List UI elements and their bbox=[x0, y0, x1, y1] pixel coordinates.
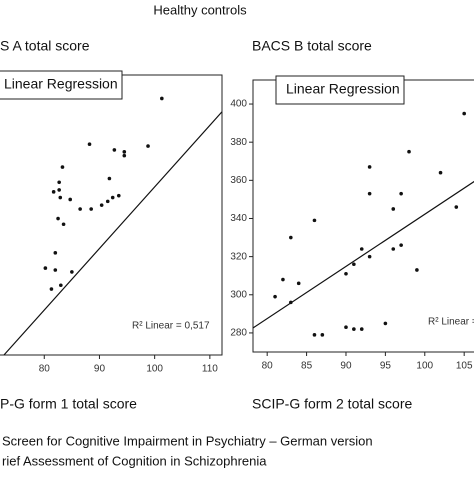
data-point bbox=[58, 195, 63, 200]
legend-box bbox=[275, 75, 405, 105]
data-point bbox=[105, 199, 110, 204]
y-tick-label: 380 bbox=[230, 137, 247, 148]
x-tick-label: 100 bbox=[146, 364, 163, 375]
x-tick-label: 110 bbox=[202, 364, 218, 375]
x-tick-label: 90 bbox=[94, 364, 106, 375]
legend-label: Linear Regression bbox=[286, 81, 400, 97]
data-point bbox=[399, 191, 403, 196]
data-point bbox=[407, 149, 411, 154]
plot-area bbox=[252, 79, 474, 353]
x-axis-label: SCIP-G form 2 total score bbox=[252, 396, 412, 412]
data-point bbox=[383, 321, 388, 326]
figure-title: Healthy controls bbox=[153, 2, 247, 17]
data-point bbox=[49, 287, 54, 291]
data-point bbox=[391, 247, 396, 251]
data-point bbox=[320, 333, 325, 337]
data-point bbox=[61, 222, 66, 227]
data-point bbox=[51, 190, 56, 194]
data-point bbox=[454, 205, 459, 209]
y-tick-label: 320 bbox=[230, 251, 247, 262]
data-point bbox=[312, 218, 317, 223]
x-tick-label: 80 bbox=[39, 364, 51, 375]
x-tick-label: 90 bbox=[340, 361, 352, 372]
data-point bbox=[57, 180, 61, 185]
data-point bbox=[344, 325, 348, 330]
data-point bbox=[312, 333, 317, 337]
data-point bbox=[122, 153, 127, 158]
data-point bbox=[116, 193, 121, 198]
data-point bbox=[352, 327, 356, 331]
data-point bbox=[53, 251, 58, 255]
data-point bbox=[415, 268, 419, 272]
data-point bbox=[438, 170, 443, 175]
data-point bbox=[281, 277, 285, 282]
data-point bbox=[367, 191, 372, 196]
data-point bbox=[289, 235, 293, 240]
data-point bbox=[89, 207, 93, 211]
legend-box bbox=[0, 70, 123, 100]
data-point bbox=[359, 327, 364, 331]
regression-line bbox=[3, 111, 223, 356]
data-point bbox=[60, 165, 65, 169]
x-tick-label: 100 bbox=[416, 361, 433, 372]
data-point bbox=[462, 111, 466, 116]
y-tick-label: 340 bbox=[230, 213, 247, 224]
y-tick-label: 400 bbox=[230, 99, 247, 110]
data-point bbox=[99, 203, 104, 207]
data-point bbox=[367, 254, 372, 259]
data-point bbox=[344, 271, 348, 276]
data-point bbox=[273, 294, 277, 299]
data-point bbox=[53, 268, 58, 272]
x-tick-label: 95 bbox=[380, 361, 392, 372]
legend-label: Linear Regression bbox=[4, 76, 118, 92]
plot-area bbox=[0, 74, 223, 356]
y-tick-label: 360 bbox=[230, 175, 247, 186]
annotation: R² Linear = 0,517 bbox=[132, 321, 210, 332]
data-point bbox=[112, 148, 117, 152]
data-point bbox=[56, 216, 60, 221]
data-point bbox=[122, 150, 127, 154]
data-point bbox=[160, 96, 164, 101]
x-tick-label: 85 bbox=[301, 361, 313, 372]
data-point bbox=[87, 142, 92, 146]
annotation: R² Linear = bbox=[428, 317, 474, 328]
data-point bbox=[289, 300, 293, 305]
x-tick-label: 105 bbox=[456, 361, 473, 372]
footnote: rief Assessment of Cognition in Schizoph… bbox=[2, 453, 267, 468]
data-point bbox=[296, 281, 301, 286]
y-tick-label: 280 bbox=[230, 328, 247, 339]
x-tick-label: 80 bbox=[262, 361, 274, 372]
data-point bbox=[359, 247, 364, 251]
data-point bbox=[107, 176, 112, 181]
data-point bbox=[70, 270, 74, 274]
data-point bbox=[68, 197, 73, 202]
data-point bbox=[43, 266, 48, 270]
data-point bbox=[391, 207, 396, 211]
data-point bbox=[399, 243, 403, 247]
x-axis-label: P-G form 1 total score bbox=[0, 396, 137, 412]
panel-title: BACS B total score bbox=[252, 38, 372, 54]
data-point bbox=[59, 283, 63, 288]
data-point bbox=[57, 188, 61, 192]
regression-line bbox=[252, 180, 474, 329]
data-point bbox=[367, 165, 372, 169]
panel-title: S A total score bbox=[0, 38, 90, 54]
footnote: Screen for Cognitive Impairment in Psych… bbox=[2, 433, 373, 448]
y-tick-label: 300 bbox=[230, 289, 247, 300]
data-point bbox=[352, 262, 356, 267]
data-point bbox=[146, 144, 150, 148]
data-point bbox=[110, 195, 115, 200]
data-point bbox=[78, 207, 82, 211]
